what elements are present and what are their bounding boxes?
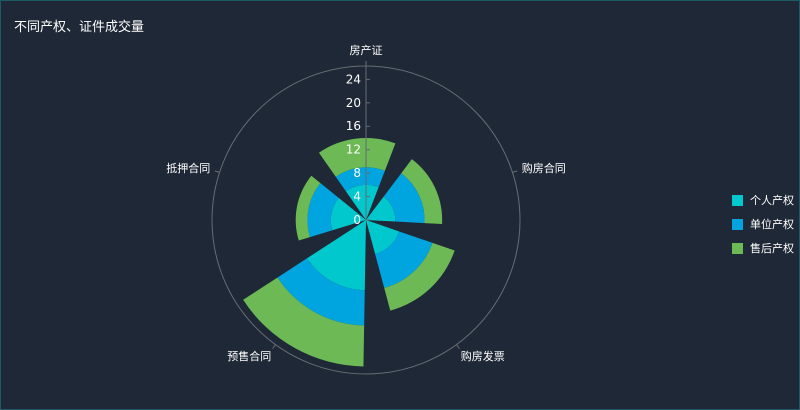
radius-tick-label: 20: [346, 96, 361, 110]
bar-segment: [277, 258, 365, 326]
radius-tick-label: 0: [353, 213, 361, 227]
radius-tick-label: 16: [346, 119, 361, 133]
angle-tick: [214, 170, 220, 173]
radius-tick-label: 8: [353, 166, 361, 180]
radius-tick-label: 24: [346, 72, 361, 86]
legend-swatch: [732, 194, 743, 206]
bar-segment: [383, 173, 425, 224]
bar-segment: [307, 183, 339, 238]
bar-segment: [330, 197, 366, 231]
legend: 个人产权 单位产权 售后产权: [732, 188, 794, 260]
angle-tick: [272, 344, 276, 349]
category-label: 购房发票: [461, 349, 505, 363]
bar-segment: [295, 175, 321, 241]
legend-item-personal[interactable]: 个人产权: [732, 188, 794, 212]
angle-tick: [456, 344, 460, 349]
bar-segment: [345, 184, 379, 220]
bar-segment: [318, 137, 396, 177]
legend-item-aftersale[interactable]: 售后产权: [732, 236, 794, 260]
chart-title: 不同产权、证件成交量: [14, 20, 145, 35]
bar-segment: [335, 167, 385, 192]
legend-swatch: [732, 242, 743, 254]
radius-tick-label: 12: [346, 143, 361, 157]
category-label: 抵押合同: [166, 161, 210, 175]
radius-tick-label: 4: [353, 190, 361, 204]
bar-segment: [307, 220, 366, 291]
legend-swatch: [732, 218, 743, 230]
bar-segment: [384, 242, 455, 311]
category-label: 购房合同: [522, 161, 566, 175]
category-label: 房产证: [350, 43, 383, 57]
legend-label: 单位产权: [750, 218, 794, 231]
legend-label: 售后产权: [750, 242, 794, 255]
bar-segment: [375, 231, 433, 288]
bar-segment: [243, 277, 365, 367]
category-label: 预售合同: [227, 349, 271, 363]
bar-segment: [366, 220, 400, 254]
bar-segment: [401, 159, 443, 224]
legend-label: 个人产权: [750, 194, 794, 207]
angle-tick: [512, 170, 518, 173]
legend-item-unit[interactable]: 单位产权: [732, 212, 794, 236]
bar-segment: [366, 196, 396, 222]
